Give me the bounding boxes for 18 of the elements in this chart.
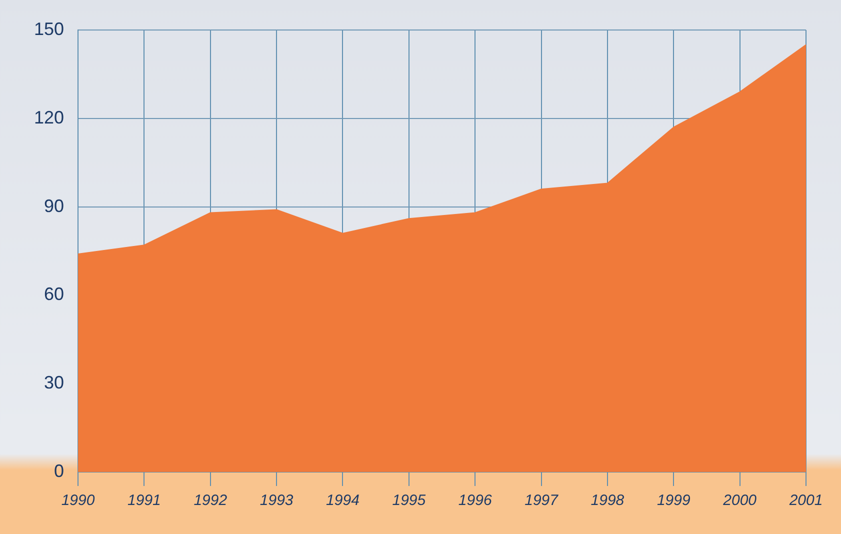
y-tick-label: 150: [34, 18, 64, 39]
x-tick-label: 1995: [392, 492, 426, 510]
x-tick-label: 1994: [326, 492, 360, 510]
x-tick-label: 1999: [656, 492, 691, 510]
x-tick-label: 1990: [61, 492, 96, 510]
x-tick-label: 1996: [458, 492, 492, 510]
y-tick-label: 90: [44, 196, 64, 216]
x-tick-label: 1991: [128, 492, 161, 510]
x-tick-label: 1993: [260, 492, 294, 510]
y-tick-label: 0: [54, 460, 64, 481]
x-tick-label: 1998: [590, 492, 625, 510]
x-tick-label: 2001: [788, 492, 823, 510]
x-tick-label: 2000: [722, 492, 758, 510]
y-tick-label: 30: [44, 372, 64, 393]
x-tick-label: 1997: [524, 492, 559, 510]
x-tick-label: 1992: [194, 492, 228, 510]
y-tick-label: 120: [34, 107, 64, 128]
y-tick-label: 60: [44, 284, 64, 304]
